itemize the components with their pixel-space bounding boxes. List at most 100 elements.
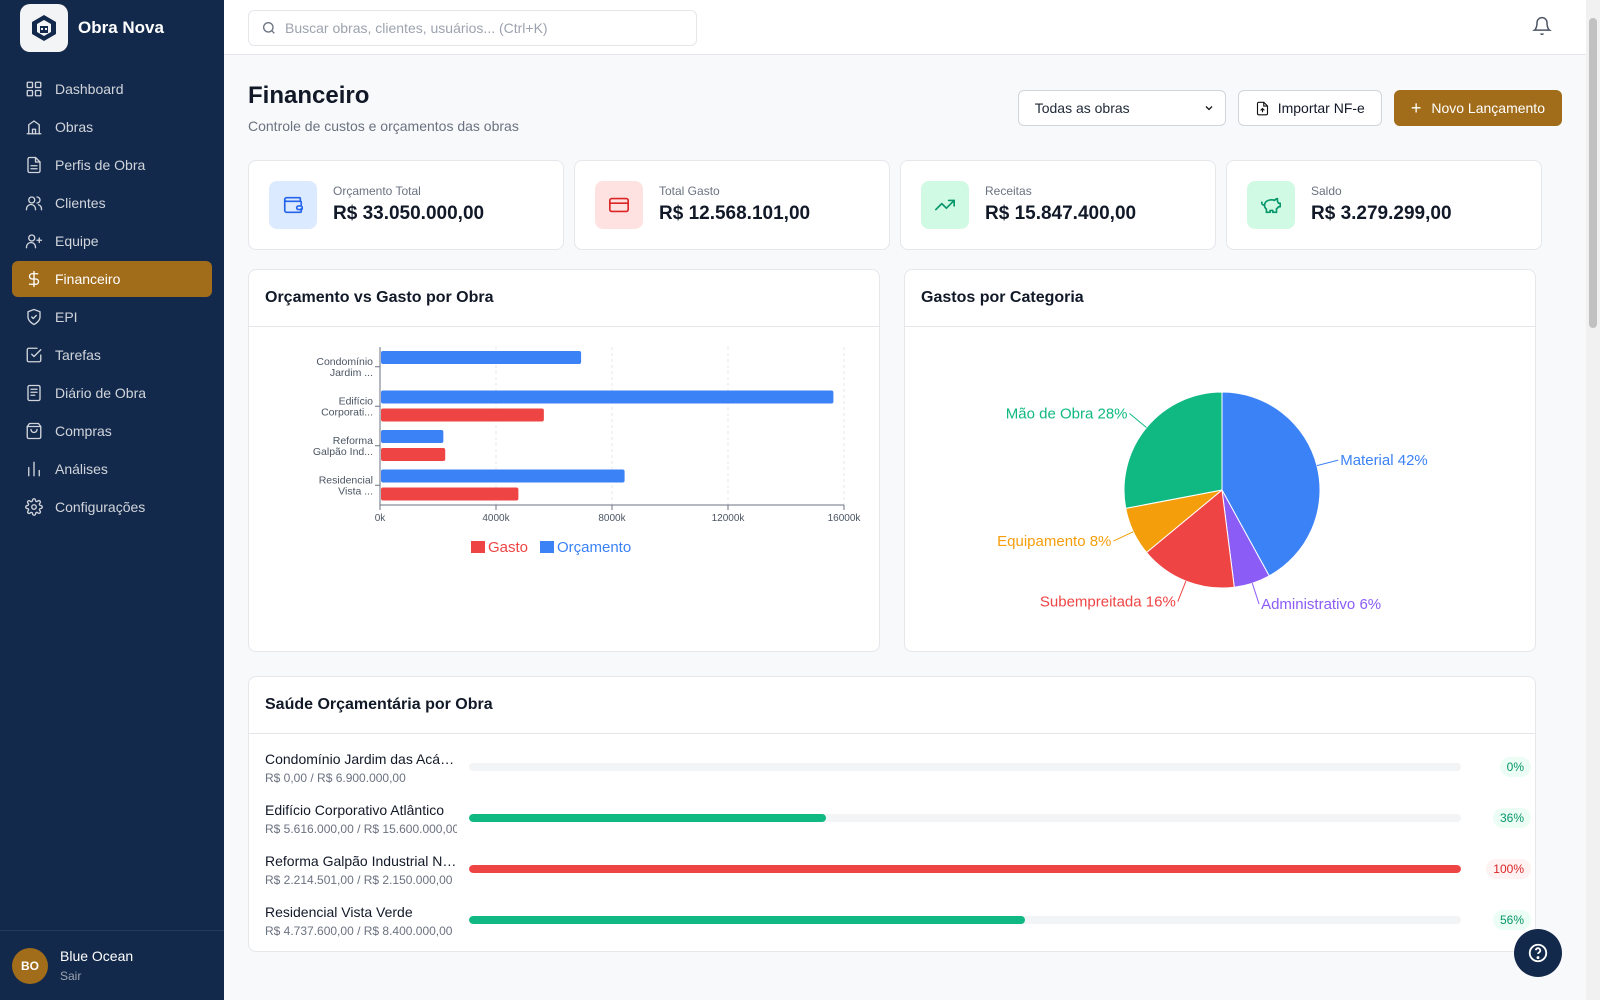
x-tick-label: 8000k [598, 513, 626, 524]
budget-health-panel: Saúde Orçamentária por Obra Condomínio J… [248, 676, 1536, 952]
x-tick-label: 0k [375, 513, 387, 524]
pie-label-line [1113, 531, 1134, 542]
stat-card: Total Gasto R$ 12.568.101,00 [574, 160, 890, 250]
sidebar-item-compras[interactable]: Compras [12, 413, 212, 449]
sidebar-item-diario-de-obra[interactable]: Diário de Obra [12, 375, 212, 411]
sidebar-item-clientes[interactable]: Clientes [12, 185, 212, 221]
help-icon [1528, 943, 1548, 963]
help-button[interactable] [1514, 929, 1562, 977]
stat-value: R$ 33.050.000,00 [333, 203, 485, 224]
page-subtitle: Controle de custos e orçamentos das obra… [248, 118, 519, 134]
file-upload-icon [1256, 101, 1268, 115]
topbar [224, 0, 1586, 55]
sidebar-item-financeiro[interactable]: Financeiro [12, 261, 212, 297]
bar-orçamento[interactable] [381, 390, 834, 404]
y-tick-label: Vista ... [338, 485, 373, 497]
search-box[interactable] [248, 10, 697, 46]
sidebar-item-label: Configurações [55, 499, 146, 515]
stat-label: Orçamento Total [333, 184, 421, 198]
y-tick-label: Galpão Ind... [313, 446, 373, 458]
budget-vs-spend-chart: 0k 4000k 8000k 12000k 16000k CondomínioJardim… [313, 347, 862, 556]
budget-progress-track [469, 916, 1461, 924]
scrollbar-thumb[interactable] [1589, 18, 1597, 328]
budget-percent-badge: 36% [1492, 808, 1531, 828]
stat-card: Saldo R$ 3.279.299,00 [1226, 160, 1542, 250]
y-tick-label: Condomínio [316, 356, 373, 368]
sidebar-nav: Dashboard Obras Perfis de Obra Clientes Equi… [12, 71, 212, 527]
budget-health-row: Condomínio Jardim das Acácias R$ 0,00 / R… [265, 751, 1535, 791]
sidebar-item-label: Análises [55, 461, 108, 477]
stat-value: R$ 3.279.299,00 [1311, 203, 1452, 224]
x-tick-label: 16000k [828, 513, 862, 524]
pie-panel-title: Gastos por Categoria [905, 270, 1535, 327]
page-scrollbar[interactable] [1586, 0, 1600, 1000]
new-entry-label: Novo Lançamento [1431, 100, 1545, 116]
budget-progress-track [469, 814, 1461, 822]
obra-filter-select[interactable]: Todas as obras [1017, 90, 1226, 126]
sidebar-item-label: Compras [55, 423, 112, 439]
pie-slice[interactable] [1123, 391, 1223, 509]
user-plus-icon [25, 232, 43, 250]
brand[interactable]: Obra Nova [20, 4, 164, 52]
plus-icon: + [1410, 98, 1422, 118]
spend-by-category-chart: Material 42% Administrativo 6% Subempreita… [997, 391, 1428, 613]
sidebar-item-label: Financeiro [55, 271, 121, 287]
file-icon [25, 156, 43, 174]
users-icon [25, 194, 43, 212]
sidebar-item-perfis-de-obra[interactable]: Perfis de Obra [12, 147, 212, 183]
bar-gasto[interactable] [381, 487, 519, 501]
budget-percent-badge: 0% [1499, 757, 1531, 777]
budget-progress-fill [469, 865, 1461, 873]
sidebar-item-label: EPI [55, 309, 78, 325]
bar-gasto[interactable] [381, 448, 446, 461]
x-tick-label: 12000k [712, 513, 746, 524]
sidebar: Obra Nova Dashboard Obras Perfis de Obra Cl… [0, 0, 224, 1000]
new-entry-button[interactable]: + Novo Lançamento [1393, 90, 1562, 126]
stat-cards: Orçamento Total R$ 33.050.000,00 Total Gas… [248, 160, 1562, 250]
spend-by-category-panel: Gastos por Categoria Material 42% Adminis… [904, 269, 1536, 652]
logout-link[interactable]: Sair [60, 969, 82, 983]
piggy-bank-icon [1247, 181, 1295, 229]
legend-label[interactable]: Orçamento [557, 539, 631, 556]
obra-name: Edifício Corporativo Atlântico [265, 802, 444, 818]
sidebar-item-dashboard[interactable]: Dashboard [12, 71, 212, 107]
avatar[interactable]: BO [12, 947, 48, 984]
pie-label-line [1129, 413, 1147, 428]
bar-orçamento[interactable] [381, 430, 444, 443]
budget-progress-fill [469, 814, 827, 822]
bar-orçamento[interactable] [381, 469, 625, 483]
sidebar-item-configuracoes[interactable]: Configurações [12, 489, 212, 525]
sidebar-item-analises[interactable]: Análises [12, 451, 212, 487]
sidebar-item-label: Diário de Obra [55, 385, 147, 401]
bar-gasto[interactable] [381, 408, 544, 422]
budget-progress-track [469, 763, 1461, 771]
obra-name: Reforma Galpão Industrial Norte [265, 853, 457, 869]
search-input[interactable] [285, 20, 685, 36]
health-panel-title: Saúde Orçamentária por Obra [249, 677, 1535, 734]
sidebar-item-tarefas[interactable]: Tarefas [12, 337, 212, 373]
shopping-bag-icon [25, 422, 43, 440]
import-nfe-button[interactable]: Importar NF-e [1237, 90, 1382, 126]
shield-icon [25, 308, 43, 326]
obra-filter-value: Todas as obras [1034, 100, 1130, 116]
pie-slice-label: Material 42% [1340, 452, 1428, 469]
obra-spent-budget: R$ 0,00 / R$ 6.900.000,00 [265, 771, 406, 785]
pie-label-line [1316, 459, 1339, 467]
obra-spent-budget: R$ 4.737.600,00 / R$ 8.400.000,00 [265, 924, 453, 938]
stat-value: R$ 15.847.400,00 [985, 203, 1137, 224]
pie-slice[interactable] [1145, 489, 1235, 589]
checkbox-icon [25, 346, 43, 364]
legend-label[interactable]: Gasto [488, 539, 528, 556]
notification-button[interactable] [1532, 16, 1554, 38]
sidebar-item-equipe[interactable]: Equipe [12, 223, 212, 259]
pie-label-line [1251, 583, 1260, 605]
obra-spent-budget: R$ 5.616.000,00 / R$ 15.600.000,00 [265, 822, 457, 836]
budget-health-row: Edifício Corporativo Atlântico R$ 5.616.0… [265, 802, 1535, 842]
sidebar-item-epi[interactable]: EPI [12, 299, 212, 335]
sidebar-item-label: Equipe [55, 233, 99, 249]
budget-percent-badge: 100% [1486, 859, 1531, 879]
budget-percent-badge: 56% [1492, 910, 1531, 930]
bar-orçamento[interactable] [381, 351, 582, 364]
pie-slice-label: Administrativo 6% [1261, 596, 1381, 613]
sidebar-item-obras[interactable]: Obras [12, 109, 212, 145]
